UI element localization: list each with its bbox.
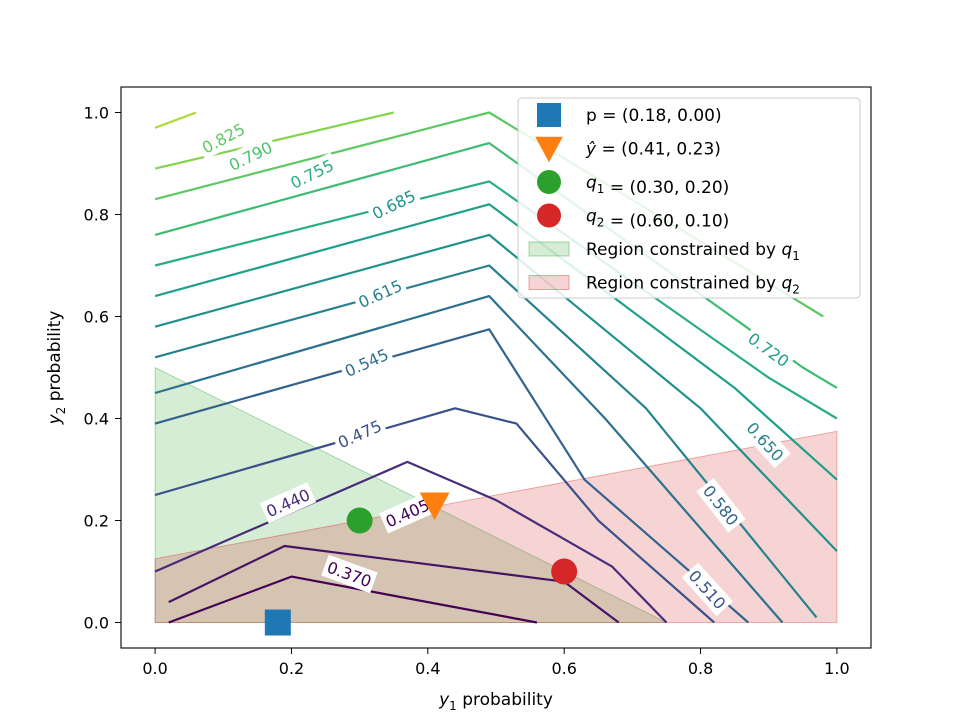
legend-label-part: 2 (792, 283, 800, 297)
legend-q1-label: q1 = (0.30, 0.20) (586, 173, 729, 198)
legend-label-part: q (586, 173, 597, 193)
contour-line-0.370 (168, 575, 538, 624)
x-tick-label: 0.8 (688, 659, 713, 678)
contour-label-bg (259, 482, 317, 524)
legend-label-part: 2 (597, 216, 605, 230)
legend-label-part: = (0.30, 0.20) (604, 178, 729, 198)
legend-label-part: p = (0.18, 0.00) (586, 106, 722, 126)
axis-title-var: y (438, 690, 450, 710)
contour-label-bg (365, 183, 422, 226)
contour-label-bg (379, 492, 436, 534)
legend-p-label: p = (0.18, 0.00) (586, 106, 722, 126)
q1-marker (346, 507, 373, 534)
contour-label-bg (338, 341, 395, 384)
legend-q1: q1 = (0.30, 0.20) (537, 170, 729, 198)
axis-title-sub: 2 (54, 407, 68, 415)
contour-line-0.440 (154, 460, 668, 624)
contour-label-bg (195, 116, 252, 160)
legend-label-part: q (781, 274, 792, 294)
legend-box (517, 97, 861, 299)
axes: 0.0 0.2 0.4 0.6 0.8 1.00.00.20.40.60.81.0y1 p… (45, 86, 872, 713)
x-tick-label: 0.6 (551, 659, 576, 678)
axis-title-var: y (45, 413, 65, 425)
contour-label-bg (681, 562, 733, 617)
x-tick-label: 1.0 (824, 659, 849, 678)
contour-label-bg (741, 325, 797, 374)
legend-q2: q2 = (0.60, 0.10) (537, 203, 729, 232)
y-tick-label: 0.4 (84, 410, 109, 429)
contour-label-bg (739, 414, 791, 469)
x-tick-label: 0.4 (415, 659, 440, 678)
legend-label-part: Region constrained by (586, 274, 781, 294)
legend-label-part: = (0.60, 0.10) (604, 212, 729, 232)
legend-label-part: 1 (597, 182, 605, 196)
axis-title-sub: 1 (449, 699, 457, 713)
q2-marker (551, 558, 578, 585)
legend-q1-region-marker (528, 241, 570, 257)
legend-q2-marker (537, 203, 561, 228)
legend-q1-region: Region constrained by q1 (528, 240, 800, 263)
legend-q2-region-marker (528, 275, 570, 290)
y-tick-label: 0.6 (84, 308, 109, 327)
legend-p-marker (537, 103, 561, 127)
y-axis-title: y2 probability (45, 311, 68, 426)
y-tick-label: 0.8 (84, 206, 109, 225)
y-tick-label: 0.2 (84, 512, 109, 531)
legend-yhat: ŷ = (0.41, 0.23) (535, 136, 721, 163)
axis-title-rest: probability (457, 690, 553, 710)
legend-q2-region-label: Region constrained by q2 (586, 274, 800, 297)
legend-p: p = (0.18, 0.00) (537, 103, 722, 127)
contour-label-bg (696, 477, 746, 533)
legend-label-part: ŷ (585, 140, 597, 160)
data-points (264, 492, 578, 636)
x-tick-label: 0.0 (142, 659, 167, 678)
x-axis-title: y1 probability (438, 690, 553, 713)
contour-label-bg (283, 152, 341, 195)
contour-label-bg (351, 272, 409, 315)
contour-line-0.825 (154, 111, 197, 129)
y-tick-label: 0.0 (84, 614, 109, 633)
axis-title-rest: probability (45, 311, 65, 407)
contour-line-0.405 (168, 544, 620, 624)
x-tick-label: 0.2 (279, 659, 304, 678)
plot-frame (120, 86, 872, 649)
contour-label-bg (222, 134, 279, 178)
legend-q2-region: Region constrained by q2 (528, 274, 800, 297)
contour-label-bg (331, 413, 388, 455)
legend-label-part: = (0.41, 0.23) (596, 140, 721, 160)
legend-label-part: q (781, 240, 792, 260)
legend-yhat-label: ŷ = (0.41, 0.23) (585, 140, 721, 160)
legend: p = (0.18, 0.00)ŷ = (0.41, 0.23)q1 = (0.… (517, 97, 861, 299)
contour-label-bg (321, 554, 378, 594)
legend-q2-label: q2 = (0.60, 0.10) (586, 207, 729, 232)
legend-q1-marker (537, 170, 561, 194)
contour-line-0.545 (154, 295, 784, 624)
contour-line-0.615 (154, 233, 838, 552)
legend-yhat-marker (535, 136, 563, 163)
legend-label-part: q (586, 207, 597, 227)
p-marker (264, 609, 291, 636)
legend-label-part: 1 (792, 249, 800, 263)
contour-line-0.790 (154, 111, 394, 170)
contour-line-0.510 (154, 328, 750, 624)
legend-label-part: Region constrained by (586, 240, 781, 260)
yhat-marker (419, 492, 450, 521)
legend-q1-region-label: Region constrained by q1 (586, 240, 800, 263)
y-tick-label: 1.0 (84, 104, 109, 123)
